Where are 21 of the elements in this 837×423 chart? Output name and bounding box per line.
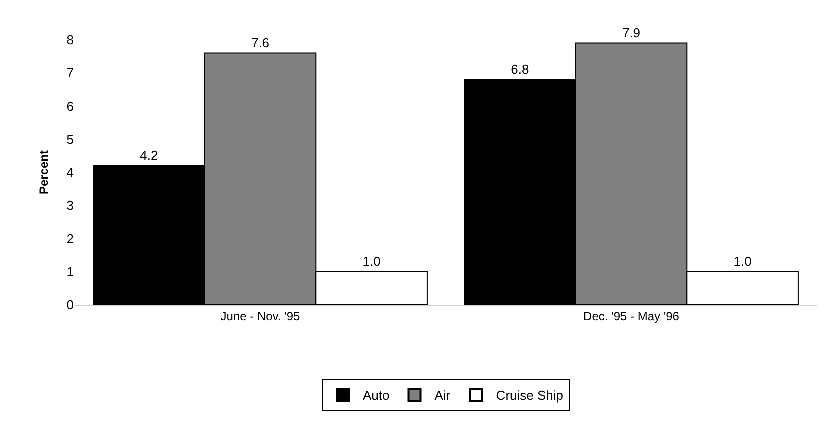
y-tick-label: 5 bbox=[66, 132, 74, 147]
y-tick-label: 6 bbox=[66, 98, 74, 114]
data-label: 7.9 bbox=[622, 25, 641, 40]
data-label: 1.0 bbox=[362, 254, 381, 269]
y-tick-label: 8 bbox=[66, 32, 74, 48]
y-tick-label: 4 bbox=[66, 165, 74, 180]
x-tick-label: Dec. '95 - May '96 bbox=[584, 309, 680, 324]
y-axis-title: Percent bbox=[37, 150, 52, 195]
data-label: 4.2 bbox=[140, 148, 158, 163]
legend-label: Cruise Ship bbox=[496, 388, 564, 404]
data-label: 1.0 bbox=[734, 254, 752, 269]
y-tick-label: 3 bbox=[66, 198, 74, 214]
data-label: 7.6 bbox=[251, 35, 270, 50]
y-tick-label: 0 bbox=[66, 298, 74, 313]
y-tick-label: 2 bbox=[66, 231, 74, 246]
x-tick-label: June - Nov. '95 bbox=[220, 309, 301, 324]
y-tick-label: 1 bbox=[66, 264, 74, 280]
legend-label: Auto bbox=[363, 388, 390, 404]
legend-label: Air bbox=[434, 388, 452, 404]
data-label: 6.8 bbox=[511, 62, 530, 77]
y-tick-label: 7 bbox=[66, 66, 74, 81]
